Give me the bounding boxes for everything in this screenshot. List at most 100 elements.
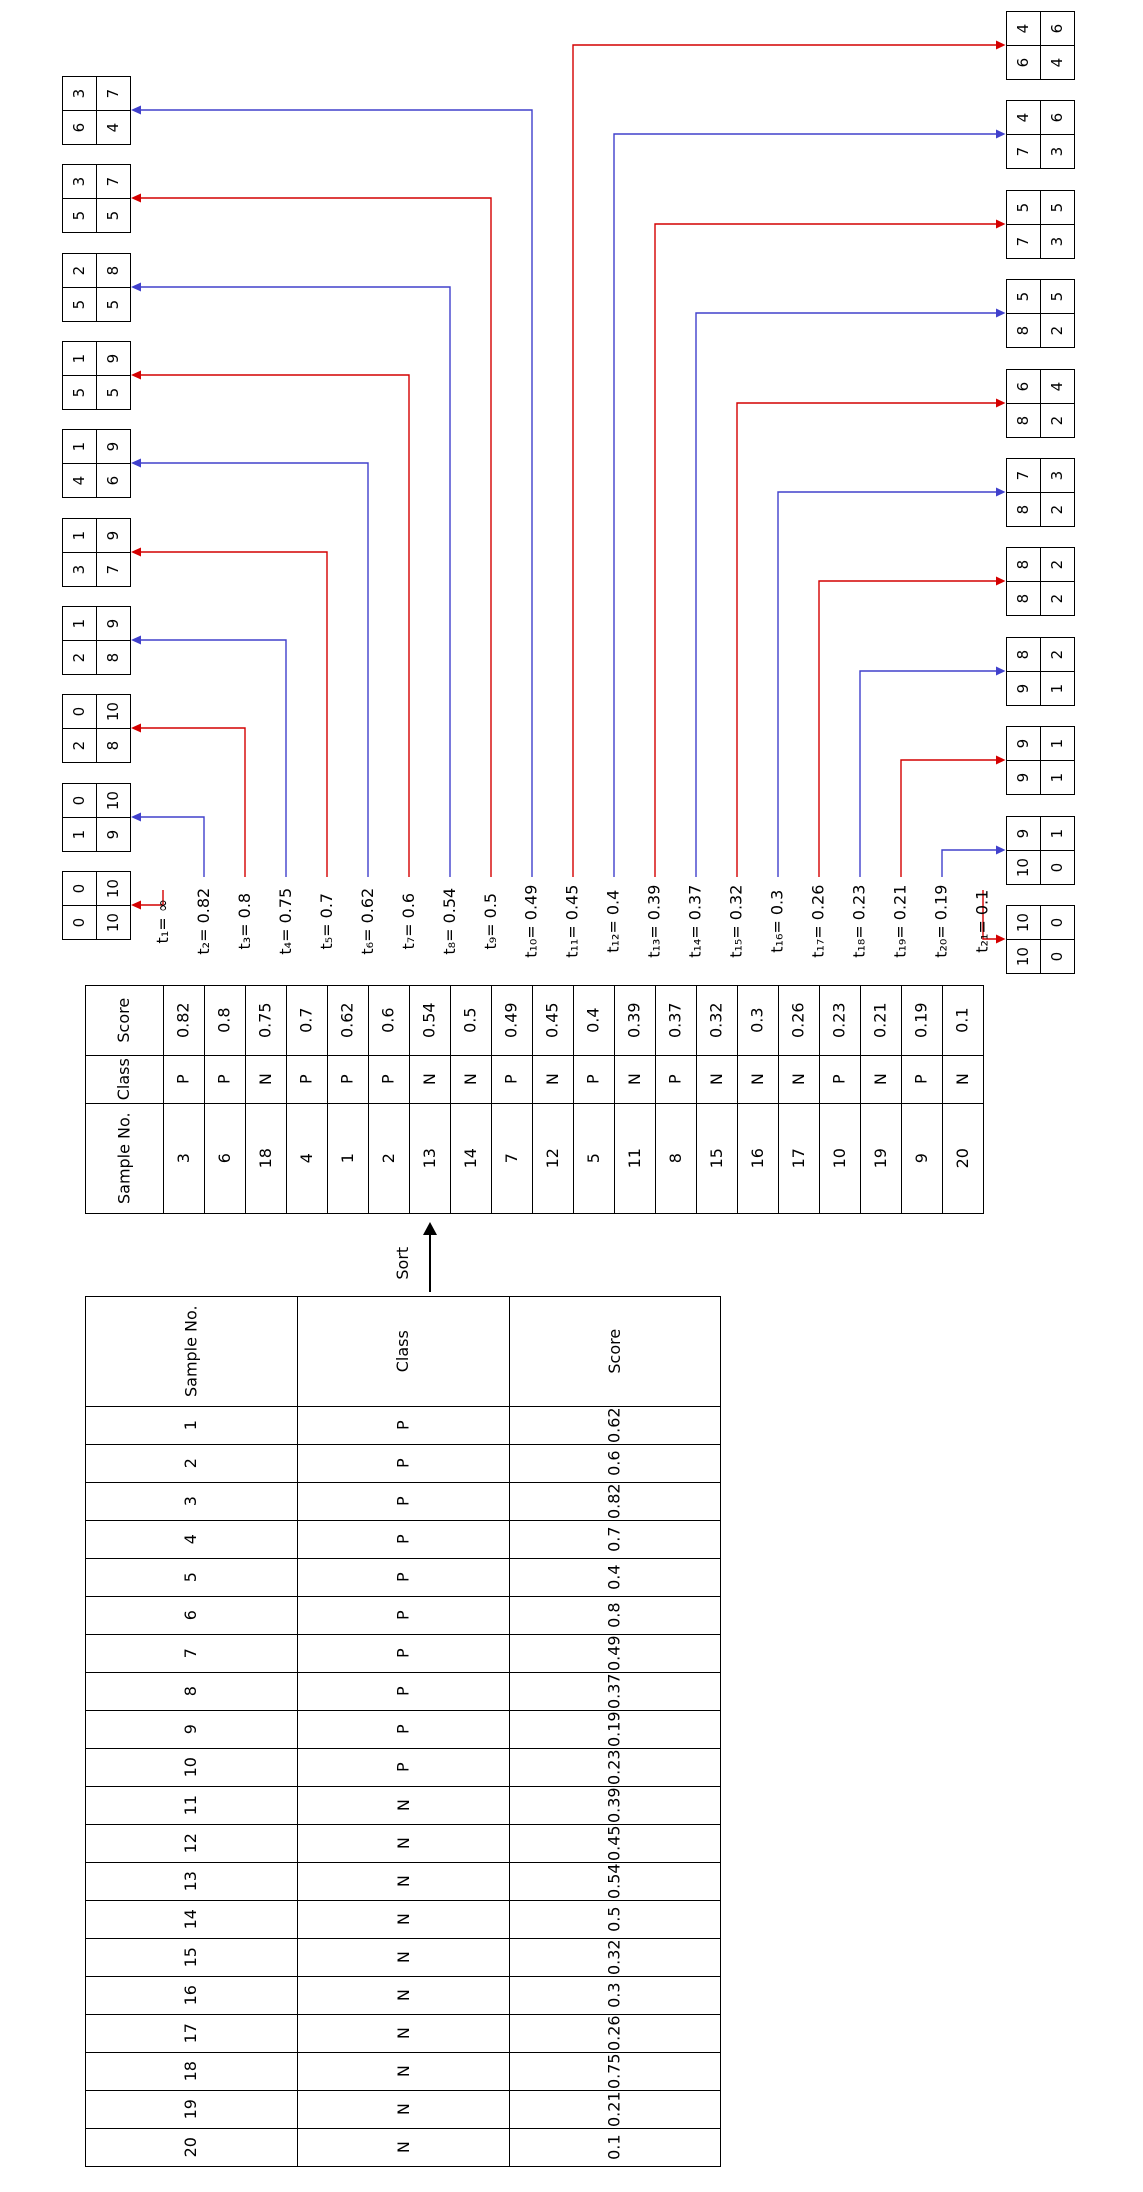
threshold-arrow-line [654, 223, 997, 877]
matrix-cell-tp: 10 [1007, 851, 1041, 885]
unsorted-table-cell: 0.32 [510, 1939, 721, 1977]
unsorted-table-cell: 0.6 [510, 1445, 721, 1483]
matrix-cell-tn: 10 [97, 872, 131, 906]
unsorted-table-cell: 0.4 [510, 1559, 721, 1597]
matrix-value-tn: 1 [1047, 828, 1066, 839]
sorted-table-cell: 0.62 [328, 986, 369, 1056]
unsorted-table-value: 0.32 [604, 1939, 624, 1976]
confusion-matrix: 0 10 2 8 [62, 694, 131, 763]
threshold-label-text: t₁₂= 0.4 [603, 889, 623, 953]
sorted-table-cell: P [820, 1056, 861, 1104]
matrix-cell-tn: 6 [1041, 12, 1075, 46]
threshold-arrowhead-icon [996, 129, 1006, 139]
unsorted-table-cell: 12 [86, 1825, 298, 1863]
matrix-cell-tp: 8 [1007, 493, 1041, 527]
sorted-table-cell: 0.23 [820, 986, 861, 1056]
matrix-cell-fn: 3 [1041, 135, 1075, 169]
sorted-table-cell: P [656, 1056, 697, 1104]
sorted-table-value: 0.4 [583, 1007, 603, 1034]
threshold-label: t₉= 0.5 [476, 868, 506, 974]
matrix-cell-tn: 9 [97, 607, 131, 641]
matrix-cell-fp: 4 [1007, 12, 1041, 46]
sorted-table-value: 0.8 [214, 1007, 234, 1034]
matrix-value-tn: 7 [103, 88, 122, 99]
threshold-arrow-line [141, 462, 369, 877]
unsorted-table-cell: N [298, 2129, 510, 2167]
matrix-value-fn: 2 [1047, 325, 1066, 336]
sorted-table-cell: 0.32 [697, 986, 738, 1056]
threshold-arrow-line [141, 374, 410, 877]
sorted-table-cell: 0.7 [287, 986, 328, 1056]
unsorted-table-value: 0.54 [604, 1863, 624, 1900]
matrix-cell-tn: 8 [97, 254, 131, 288]
matrix-cell-tp: 2 [63, 641, 97, 675]
threshold-label-text: t₁₉= 0.21 [890, 884, 910, 958]
confusion-matrix: 5 5 8 2 [1006, 279, 1075, 348]
matrix-value-fn: 10 [103, 912, 122, 933]
matrix-cell-tp: 6 [1007, 46, 1041, 80]
matrix-value-fp: 7 [1013, 470, 1032, 481]
sorted-table-cell: 0.39 [615, 986, 656, 1056]
matrix-cell-tn: 5 [1041, 280, 1075, 314]
sorted-table-value: P [378, 1074, 398, 1085]
matrix-cell-fp: 10 [1007, 906, 1041, 940]
unsorted-table-value: 0.49 [604, 1635, 624, 1672]
sorted-table-cell: 18 [246, 1104, 287, 1214]
threshold-arrow-line [572, 44, 997, 877]
matrix-cell-tp: 4 [63, 464, 97, 498]
matrix-value-fn: 6 [103, 475, 122, 486]
sorted-table-value: P [501, 1074, 521, 1085]
matrix-value-tn: 9 [103, 530, 122, 541]
unsorted-table-value: 0.6 [604, 1450, 624, 1477]
unsorted-table-value: 20 [181, 2137, 201, 2158]
sorted-table-value: P [296, 1074, 316, 1085]
threshold-label: t₁₄= 0.37 [681, 868, 711, 974]
matrix-value-tp: 9 [1013, 772, 1032, 783]
threshold-arrowhead-icon [996, 666, 1006, 676]
matrix-value-tp: 7 [1013, 236, 1032, 247]
matrix-cell-tn: 2 [1041, 548, 1075, 582]
matrix-value-tp: 9 [1013, 683, 1032, 694]
threshold-arrowhead-icon [996, 398, 1006, 408]
confusion-matrix: 8 2 9 1 [1006, 637, 1075, 706]
matrix-cell-fn: 7 [97, 553, 131, 587]
sorted-table-cell: P [328, 1056, 369, 1104]
threshold-label: t₂₁= 0.1 [968, 868, 998, 974]
threshold-arrowhead-icon [996, 40, 1006, 50]
sorted-table-value: 16 [747, 1148, 767, 1169]
matrix-cell-tn: 7 [97, 77, 131, 111]
unsorted-table-cell: 7 [86, 1635, 298, 1673]
unsorted-table-cell: P [298, 1559, 510, 1597]
matrix-cell-tn: 9 [97, 430, 131, 464]
unsorted-table-value: 9 [181, 1724, 201, 1735]
sorted-table-cell: N [410, 1056, 451, 1104]
threshold-arrowhead-icon [131, 282, 141, 292]
threshold-label-text: t₅= 0.7 [316, 892, 336, 950]
sorted-table-header-cell: Score [86, 986, 164, 1056]
sorted-table-cell: 0.45 [533, 986, 574, 1056]
matrix-value-fn: 2 [1047, 415, 1066, 426]
sorted-table-value: 19 [870, 1148, 890, 1169]
sorted-table-cell: 20 [943, 1104, 984, 1214]
matrix-value-fp: 8 [1013, 559, 1032, 570]
unsorted-table-value: 16 [181, 1985, 201, 2006]
unsorted-table-cell: P [298, 1483, 510, 1521]
sorted-table-value: N [870, 1073, 890, 1086]
unsorted-table-value: N [393, 1989, 413, 2002]
matrix-cell-tp: 1 [63, 818, 97, 852]
unsorted-table-value: P [393, 1648, 413, 1659]
matrix-value-tp: 5 [69, 210, 88, 221]
matrix-value-fp: 1 [69, 441, 88, 452]
threshold-label-text: t₂= 0.82 [193, 887, 213, 955]
matrix-value-fp: 3 [69, 176, 88, 187]
matrix-cell-tn: 5 [1041, 191, 1075, 225]
matrix-value-tn: 6 [1047, 23, 1066, 34]
confusion-matrix: 4 6 6 4 [1006, 11, 1075, 80]
threshold-label-text: t₂₁= 0.1 [972, 889, 992, 953]
sorted-table-value: N [419, 1073, 439, 1086]
unsorted-table-cell: 10 [86, 1749, 298, 1787]
threshold-label-text: t₁₈= 0.23 [849, 884, 869, 958]
unsorted-table-cell: 3 [86, 1483, 298, 1521]
